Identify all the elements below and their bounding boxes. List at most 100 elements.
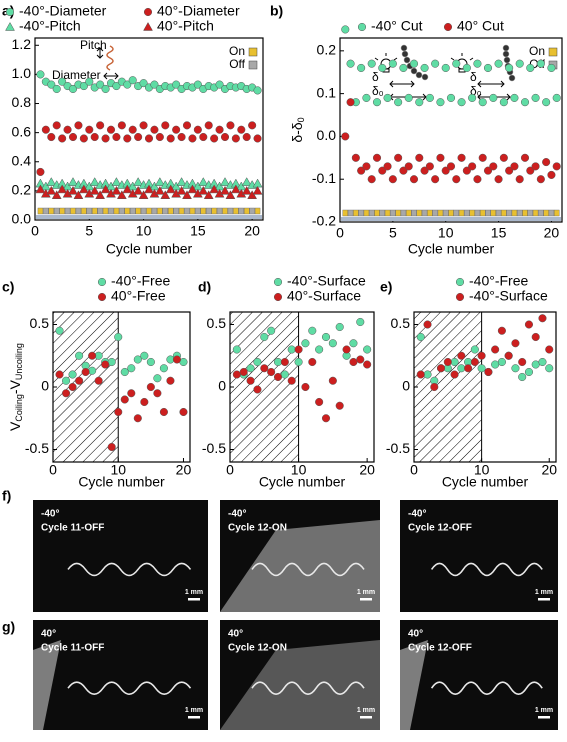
data-point — [120, 395, 129, 404]
data-point — [112, 132, 121, 142]
data-point — [267, 367, 276, 377]
x-tick-label: 10 — [136, 223, 152, 239]
cycle-state — [75, 207, 82, 215]
data-point — [308, 357, 317, 367]
data-point — [73, 190, 84, 199]
cycle-state — [353, 209, 359, 217]
data-point — [166, 134, 175, 143]
data-point — [372, 98, 382, 107]
data-point — [232, 345, 241, 354]
x-tick-label: 0 — [31, 223, 39, 239]
data-point — [68, 132, 78, 142]
shaded-region — [53, 312, 119, 462]
cycle-state — [92, 207, 98, 215]
data-point — [425, 162, 434, 171]
y-tick-label: 0.8 — [12, 94, 32, 110]
y-axis-label: VCoiling-VUncoiling — [7, 343, 25, 431]
cycle-state — [374, 209, 380, 217]
annotation: δ — [470, 70, 477, 84]
cycle-state — [146, 207, 152, 215]
photo: 40° Cycle 12-OFF 1 mm — [400, 620, 558, 730]
photo-background — [33, 500, 208, 612]
panel-label: g) — [2, 619, 15, 635]
panel-label: d) — [198, 279, 211, 295]
data-point — [36, 70, 45, 79]
data-point — [89, 185, 100, 195]
data-point — [112, 81, 121, 91]
data-point — [518, 357, 527, 367]
data-point — [328, 339, 337, 348]
data-point — [94, 376, 103, 385]
panel-label: b) — [270, 3, 283, 19]
data-point — [446, 162, 456, 171]
data-point — [294, 357, 303, 367]
annotation: Pitch — [80, 38, 107, 52]
data-point — [420, 166, 429, 175]
data-point — [154, 177, 165, 186]
data-point — [146, 382, 155, 392]
x-axis-label: Cycle number — [408, 241, 495, 257]
cycle-state — [54, 207, 60, 215]
data-point — [497, 326, 506, 335]
data-point — [524, 320, 534, 329]
data-point — [193, 125, 202, 134]
panel-label: f) — [2, 488, 11, 504]
data-point — [176, 185, 187, 195]
y-label-part: V — [7, 421, 23, 431]
data-point — [267, 326, 276, 335]
legend-label: -40°-Pitch — [19, 18, 81, 34]
y-tick-label: 0.5 — [391, 315, 411, 331]
photo-caption: Cycle 12-ON — [228, 643, 287, 654]
panel-label: c) — [2, 279, 14, 295]
photo-surface — [33, 640, 61, 730]
data-point — [462, 166, 471, 175]
data-point — [237, 125, 246, 134]
data-point — [246, 364, 255, 373]
data-point — [182, 190, 192, 199]
legend-marker — [273, 277, 283, 287]
data-point — [78, 184, 89, 194]
data-point — [363, 360, 372, 369]
data-point — [383, 93, 392, 102]
data-point — [111, 177, 122, 186]
scale-label: 1 mm — [535, 589, 553, 596]
legend-marker — [5, 7, 15, 17]
data-point — [253, 385, 262, 394]
data-point — [203, 190, 214, 199]
y-label-part: δ-δ — [289, 122, 305, 142]
x-tick-label: 0 — [336, 225, 344, 241]
data-point — [436, 364, 446, 373]
data-point — [545, 364, 554, 373]
data-point — [246, 376, 255, 385]
data-point — [74, 121, 83, 130]
data-point — [520, 98, 530, 107]
x-tick-label: 20 — [359, 462, 375, 478]
photo: 40° Cycle 12-ON 1 mm — [220, 620, 380, 730]
legend-label: 40° Cut — [457, 18, 504, 34]
cycle-state — [495, 209, 502, 217]
scale-bar — [188, 716, 200, 719]
data-point — [165, 184, 176, 194]
data-point — [47, 132, 56, 142]
y-tick-label: 1.0 — [12, 65, 32, 81]
data-point — [253, 134, 262, 143]
data-point — [538, 314, 547, 323]
strip-band — [341, 217, 561, 221]
cycle-state — [119, 207, 125, 215]
scale-bar — [360, 598, 372, 601]
cycle-state — [59, 207, 65, 215]
legend-marker — [143, 7, 153, 17]
cycle-state — [474, 209, 481, 217]
data-point — [489, 93, 498, 102]
data-point — [483, 166, 493, 175]
data-point — [36, 167, 45, 177]
data-point — [431, 59, 440, 68]
data-point — [436, 98, 445, 107]
data-point — [536, 175, 545, 184]
panel-label: e) — [380, 279, 392, 295]
data-point — [198, 177, 209, 186]
legend-label: 40°-Surface — [287, 288, 361, 304]
cycle-state — [400, 209, 407, 217]
data-point — [260, 332, 269, 342]
data-point — [193, 80, 202, 89]
